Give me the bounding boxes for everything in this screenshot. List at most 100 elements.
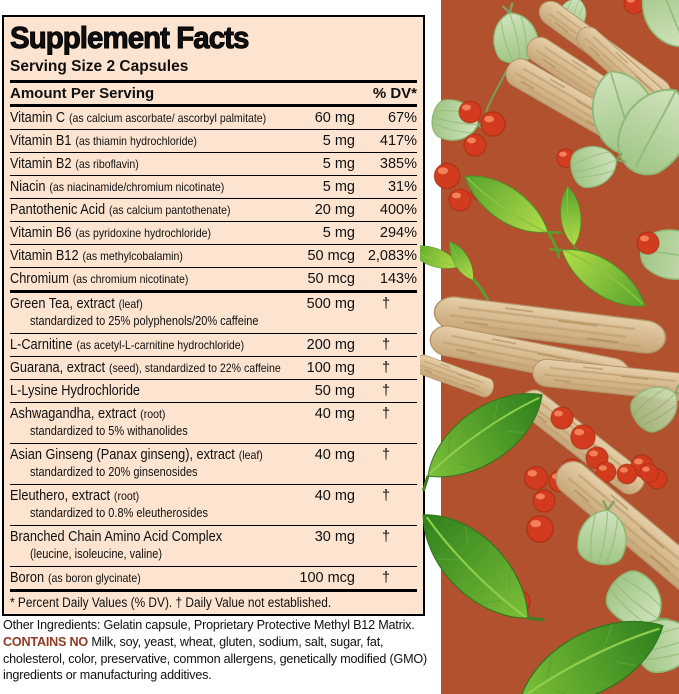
amount-value: 5 mg — [322, 225, 355, 241]
ingredient-name: Guarana, extract — [10, 360, 106, 376]
ingredient-name: Asian Ginseng (Panax ginseng), extract — [10, 447, 235, 463]
ingredient-name: Vitamin B1 — [10, 133, 72, 149]
table-row: Vitamin B6 (as pyridoxine hydrochloride)… — [10, 221, 417, 244]
ingredient-name: Vitamin B2 — [10, 156, 72, 172]
dv-value: 2,083% — [367, 248, 417, 264]
ingredient-note: (as riboflavin) — [75, 157, 139, 171]
table-row: Green Tea, extract (leaf) 500 mg † standar… — [10, 290, 417, 333]
contains-no-list: Milk, soy, yeast, wheat, gluten, sodium,… — [3, 634, 427, 683]
amount-value: 500 mg — [306, 296, 355, 312]
table-row: Ashwagandha, extract (root) 40 mg † standa… — [10, 402, 417, 443]
table-row: Eleuthero, extract (root) 40 mg † standard… — [10, 484, 417, 525]
amount-value: 50 mcg — [307, 271, 355, 287]
divider — [10, 80, 417, 83]
table-row: L-Carnitine (as acetyl-L-carnitine hydro… — [10, 333, 417, 356]
amount-value: 50 mcg — [307, 248, 355, 264]
amount-value: 100 mcg — [299, 570, 355, 586]
table-row: Vitamin B12 (as methylcobalamin) 50 mcg 2,… — [10, 244, 417, 267]
ingredient-name: Eleuthero, extract — [10, 488, 111, 504]
ingredient-note: (as calcium ascorbate/ ascorbyl palmitat… — [69, 111, 267, 125]
dv-value: 294% — [379, 225, 417, 241]
ingredient-name: Branched Chain Amino Acid Complex — [10, 529, 223, 545]
divider — [10, 104, 417, 107]
dv-footnote: * Percent Daily Values (% DV). † Daily V… — [10, 589, 417, 614]
ingredient-name: L-Lysine Hydrochloride — [10, 383, 141, 399]
botanicals-illustration-panel — [420, 0, 679, 694]
table-row: Boron (as boron glycinate) 100 mcg † — [10, 566, 417, 589]
ingredient-name: Pantothenic Acid — [10, 202, 106, 218]
table-row: Branched Chain Amino Acid Complex 30 mg †… — [10, 525, 417, 566]
ingredient-name: Chromium — [10, 271, 69, 287]
ingredient-name: Niacin — [10, 179, 46, 195]
amount-value: 20 mg — [314, 202, 355, 218]
table-row: Vitamin C (as calcium ascorbate/ ascorby… — [10, 107, 417, 129]
ingredient-note: (root) — [113, 489, 140, 503]
column-percent-dv: % DV* — [372, 85, 417, 102]
amount-value: 200 mg — [306, 337, 355, 353]
ingredient-components: (leucine, isoleucine, valine) — [30, 547, 163, 561]
ingredient-standardization: standardized to 0.8% eleutherosides — [30, 506, 208, 520]
contains-no-label: CONTAINS NO — [3, 634, 89, 649]
contains-no-statement: CONTAINS NO Milk, soy, yeast, wheat, glu… — [3, 634, 439, 684]
amount-value: 40 mg — [314, 406, 355, 422]
amount-value: 60 mg — [314, 110, 355, 126]
ingredient-note: (seed), standardized to 22% caffeine — [108, 361, 281, 375]
dv-value: 400% — [379, 202, 417, 218]
footer-text: Other Ingredients: Gelatin capsule, Prop… — [3, 617, 439, 684]
ingredient-name: L-Carnitine — [10, 337, 73, 353]
dv-value: 67% — [387, 110, 417, 126]
tea-sprig-illustration — [420, 224, 679, 322]
table-header: Amount Per Serving % DV* — [10, 83, 417, 104]
table-row: Vitamin B2 (as riboflavin) 5 mg 385% — [10, 152, 417, 175]
amount-value: 50 mg — [314, 383, 355, 399]
ingredient-note: (as chromium nicotinate) — [72, 272, 189, 286]
amount-value: 30 mg — [314, 529, 355, 545]
ingredient-note: (as pyridoxine hydrochloride) — [75, 226, 211, 240]
ingredient-note: (leaf) — [238, 448, 263, 462]
column-amount-per-serving: Amount Per Serving — [10, 85, 155, 102]
dv-value: 31% — [387, 179, 417, 195]
dv-value: 143% — [379, 271, 417, 287]
dv-value: † — [381, 383, 391, 399]
serving-size: Serving Size 2 Capsules — [10, 58, 189, 75]
ingredient-note: (as niacinamide/chromium nicotinate) — [49, 180, 225, 194]
table-row: Vitamin B1 (as thiamin hydrochloride) 5 m… — [10, 129, 417, 152]
ingredient-name: Green Tea, extract — [10, 296, 115, 312]
dv-value: † — [381, 488, 391, 504]
ingredient-name: Ashwagandha, extract — [10, 406, 137, 422]
panel-title: Supplement Facts — [10, 20, 250, 56]
dv-value: † — [381, 570, 391, 586]
dv-value: † — [381, 360, 391, 376]
ingredient-note: (leaf) — [118, 297, 143, 311]
ingredient-table: Vitamin C (as calcium ascorbate/ ascorby… — [10, 107, 417, 589]
table-row: Pantothenic Acid (as calcium pantothenat… — [10, 198, 417, 221]
ingredient-name: Vitamin B6 — [10, 225, 72, 241]
ingredient-name: Boron — [10, 570, 45, 586]
dv-value: 385% — [379, 156, 417, 172]
table-row: Guarana, extract (seed), standardized to… — [10, 356, 417, 379]
amount-value: 40 mg — [314, 447, 355, 463]
dv-value: † — [381, 529, 391, 545]
table-row: Chromium (as chromium nicotinate) 50 mcg 1… — [10, 267, 417, 290]
ingredient-note: (as acetyl-L-carnitine hydrochloride) — [76, 338, 245, 352]
table-row: Asian Ginseng (Panax ginseng), extract (… — [10, 443, 417, 484]
ingredient-name: Vitamin B12 — [10, 248, 79, 264]
ingredient-standardization: standardized to 25% polyphenols/20% caff… — [30, 314, 259, 328]
ingredient-note: (as calcium pantothenate) — [108, 203, 231, 217]
ingredient-note: (root) — [140, 407, 166, 421]
amount-value: 5 mg — [322, 156, 355, 172]
amount-value: 100 mg — [306, 360, 355, 376]
ingredient-standardization: standardized to 20% ginsenosides — [30, 465, 198, 479]
ingredient-note: (as methylcobalamin) — [82, 249, 183, 263]
dv-value: † — [381, 406, 391, 422]
dv-value: 417% — [379, 133, 417, 149]
ingredient-name: Vitamin C — [10, 110, 66, 126]
dv-value: † — [381, 296, 391, 312]
amount-value: 40 mg — [314, 488, 355, 504]
other-ingredients: Other Ingredients: Gelatin capsule, Prop… — [3, 618, 415, 632]
ingredient-standardization: standardized to 5% withanolides — [30, 424, 188, 438]
amount-value: 5 mg — [322, 133, 355, 149]
amount-value: 5 mg — [322, 179, 355, 195]
supplement-facts-panel: Supplement Facts Serving Size 2 Capsules… — [2, 15, 425, 616]
